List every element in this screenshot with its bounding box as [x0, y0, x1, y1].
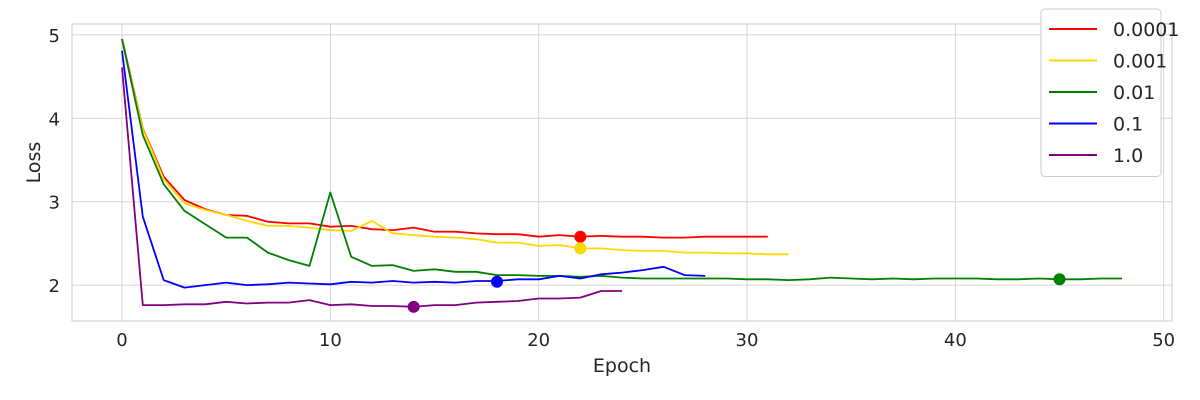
min-marker-5	[407, 300, 420, 313]
legend-label-3: 0.01	[1113, 82, 1155, 104]
x-tick-label: 40	[944, 330, 967, 351]
series-line-4	[121, 50, 706, 289]
y-axis-label: Loss	[23, 142, 45, 184]
x-tick-label: 50	[1152, 330, 1175, 351]
x-tick-label: 30	[736, 330, 759, 351]
series-markers	[407, 230, 1066, 313]
series-line-3	[121, 38, 1122, 282]
legend-label-1: 0.0001	[1113, 19, 1179, 41]
x-axis-label: Epoch	[593, 355, 651, 377]
y-tick-label: 2	[49, 276, 60, 297]
series-line-5	[121, 67, 622, 308]
min-marker-1	[574, 230, 587, 243]
min-marker-2	[574, 242, 587, 255]
x-tick-label: 10	[319, 330, 342, 351]
legend-label-4: 0.1	[1113, 114, 1143, 136]
tick-labels: 0 10 20 30 40 50 2 3 4 5	[49, 26, 1176, 351]
x-tick-label: 0	[116, 330, 127, 351]
min-marker-3	[1053, 273, 1066, 286]
series-lines	[121, 38, 1122, 308]
legend-box	[1040, 8, 1162, 177]
legend: 0.0001 0.001 0.01 0.1 1.0	[1040, 8, 1179, 177]
min-marker-4	[491, 275, 503, 288]
plot-area	[71, 23, 1173, 322]
legend-label-5: 1.0	[1113, 145, 1143, 167]
legend-label-2: 0.001	[1113, 51, 1167, 73]
y-tick-label: 4	[49, 109, 60, 130]
y-tick-label: 3	[49, 193, 60, 214]
series-line-2	[121, 40, 789, 256]
x-tick-label: 20	[527, 330, 550, 351]
grid	[71, 23, 1173, 322]
y-tick-label: 5	[49, 26, 60, 47]
